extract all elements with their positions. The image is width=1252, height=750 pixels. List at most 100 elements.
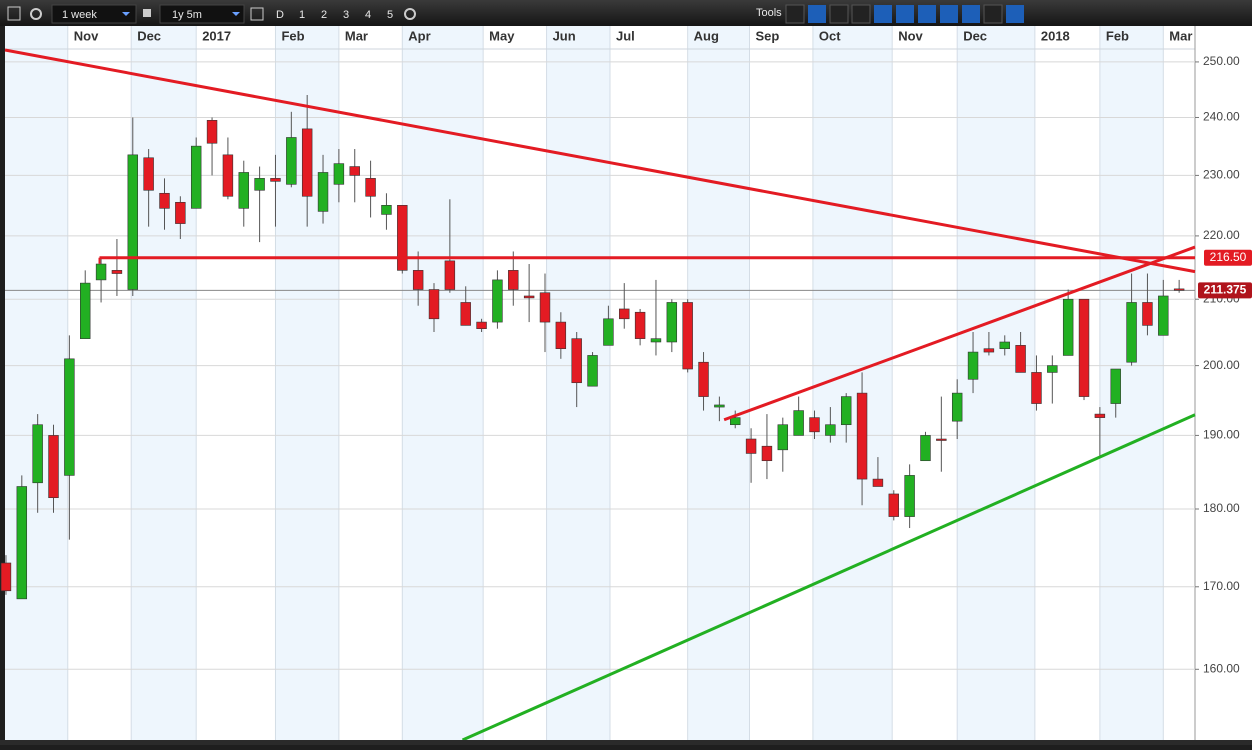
candle-body [508,270,519,290]
month-band [957,26,1035,740]
x-tick-label: Jul [616,28,635,43]
tool-button[interactable] [874,5,892,23]
x-tick-label: Aug [694,28,719,43]
trendline [461,413,1196,742]
tool-button[interactable] [962,5,980,23]
candle-body [95,263,107,281]
y-tick-label: 190.00 [1203,428,1240,442]
candle-body [1158,295,1169,336]
range-label: 1y 5m [172,9,202,21]
candle-body [920,435,931,462]
candle-body [872,478,884,487]
toolbar-button[interactable]: 5 [387,9,393,21]
candle-body [206,120,218,144]
level-label-box [1204,249,1252,266]
candle-body [492,279,503,323]
candle-body [571,338,582,384]
x-tick-label: May [489,28,515,43]
tool-button[interactable] [851,4,871,24]
toolbar-button[interactable]: 3 [343,9,349,21]
candle-body [745,438,757,454]
tool-button[interactable] [983,4,1003,24]
candle-body [793,410,804,436]
interval-label: 1 week [62,9,97,21]
x-tick-label: Apr [408,28,430,43]
candle-body [730,417,741,426]
candle-body [619,308,630,320]
settings-icon[interactable] [404,8,416,20]
interval-select[interactable] [51,4,137,24]
x-tick-label: Mar [1169,28,1192,43]
settings-icon[interactable] [30,8,42,20]
tools-label: Tools [756,7,782,19]
price-label-box [1198,282,1252,299]
y-tick-label: 250.00 [1203,54,1240,68]
candle-body [1094,413,1106,418]
month-band [687,26,750,740]
y-tick-label: 160.00 [1203,661,1240,675]
level-label: 216.50 [1210,250,1247,264]
toolbar-button[interactable]: 1 [299,9,305,21]
candle-body [1015,345,1026,373]
candle-body [761,445,773,462]
month-band [402,26,484,740]
candle-body [190,145,202,209]
chart-area [5,26,1252,740]
candle-body [397,205,408,271]
y-tick-label: 230.00 [1203,168,1240,182]
candle-body [856,392,868,480]
tool-button[interactable] [1006,5,1024,23]
candle-body [238,172,249,209]
x-tick-label: Oct [819,28,841,43]
toolbar-button[interactable]: 4 [365,9,371,21]
toolbar-button[interactable]: D [276,9,284,21]
month-band [1099,26,1164,740]
candle-body [143,157,154,191]
candle-body [967,351,979,380]
candle-body [951,392,963,422]
tool-button[interactable] [940,5,958,23]
tool-button[interactable] [918,5,936,23]
dropdown-arrow [122,12,130,16]
candle-body [1078,298,1090,397]
menu-icon[interactable] [7,6,21,21]
calendar-icon[interactable] [250,7,264,21]
candle-body [48,435,59,499]
tool-button[interactable] [896,5,914,23]
candle-body [555,321,567,350]
candle-body [1110,368,1121,404]
range-select[interactable] [159,4,245,24]
candle-body [1062,298,1074,356]
candle-body [777,424,789,451]
candle-body [476,321,487,329]
price-label: 211.375 [1204,282,1247,296]
x-tick-label: Feb [1106,28,1129,43]
candle-body [365,178,376,197]
candle-body [1126,302,1137,363]
tool-button[interactable] [785,4,805,24]
candle-body [64,358,75,476]
tool-button[interactable] [808,5,826,23]
candle-body [333,163,345,185]
candle-body [1047,365,1058,373]
candle-body [809,417,820,433]
candle-body [381,205,392,215]
candle-body [428,289,440,320]
tool-icons [785,4,1024,24]
x-tick-label: Jun [553,28,576,43]
candle-body [1142,302,1153,326]
candle-body [825,424,836,436]
candle-body [936,438,947,441]
candle-body [286,137,297,185]
candle-body [840,396,852,426]
lock-icon[interactable] [143,9,151,17]
candle-body [254,178,265,191]
tool-button[interactable] [829,4,849,24]
candle-body [127,154,138,290]
candle-body [888,493,899,517]
candle-body [1031,372,1042,404]
toolbar-button[interactable]: 2 [321,9,327,21]
candle-body [714,404,725,408]
x-tick-label: 2017 [202,28,231,43]
